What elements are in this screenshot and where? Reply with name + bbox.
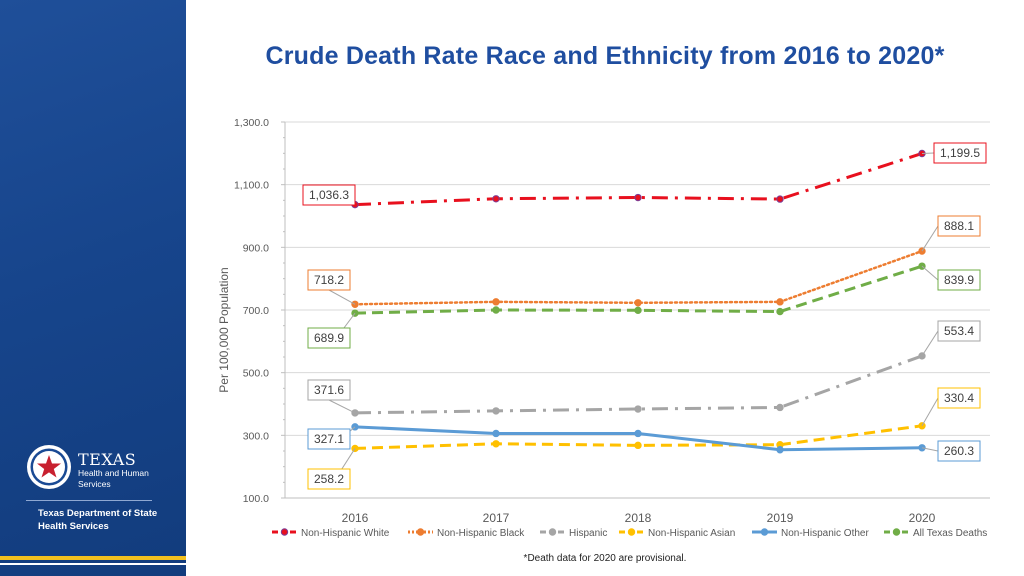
y-tick-label: 1,300.0 (234, 117, 269, 129)
y-tick-label: 1,100.0 (234, 180, 269, 192)
data-label: 260.3 (944, 444, 974, 458)
data-point (492, 440, 500, 448)
legend-item: Non-Hispanic White (301, 528, 390, 539)
data-label-box (307, 428, 351, 450)
data-label-leader (921, 447, 939, 452)
gold-stripe (0, 556, 186, 560)
series-line-1 (353, 249, 924, 306)
x-tick-label: 2018 (625, 511, 652, 525)
data-label: 258.2 (314, 472, 344, 486)
legend-swatch-marker (280, 528, 289, 536)
data-label: 553.4 (944, 324, 974, 338)
data-point (492, 306, 500, 314)
x-tick-label: 2017 (483, 511, 510, 525)
x-tick-label: 2016 (342, 511, 369, 525)
y-tick-label: 500.0 (243, 368, 269, 380)
data-label: 330.4 (944, 391, 974, 405)
data-label-box (937, 440, 981, 462)
data-point (492, 195, 500, 203)
data-label-box (307, 468, 351, 490)
white-stripe (0, 563, 186, 565)
data-label: 888.1 (944, 219, 974, 233)
data-label: 327.1 (314, 432, 344, 446)
legend-swatch-marker (760, 528, 769, 536)
data-label: 371.6 (314, 383, 344, 397)
data-point (492, 407, 500, 415)
logo-texas-text: TEXAS (78, 450, 137, 469)
data-point (492, 429, 500, 438)
department-name: Texas Department of State Health Service… (38, 508, 158, 532)
data-point (634, 429, 642, 438)
legend-swatch-marker (627, 528, 636, 536)
data-label: 718.2 (314, 273, 344, 287)
data-label-leader (921, 225, 939, 252)
data-point (634, 405, 642, 413)
legend-swatch-marker (416, 528, 425, 536)
series-line-5 (354, 264, 923, 315)
data-label-box (307, 379, 351, 401)
y-tick-label: 700.0 (243, 305, 269, 317)
data-point (776, 403, 784, 412)
y-tick-label: 900.0 (243, 242, 269, 254)
data-label-box (307, 269, 351, 291)
series-line-2 (354, 354, 923, 415)
data-label-leader (921, 397, 939, 427)
data-point (492, 298, 500, 306)
data-point (634, 193, 642, 202)
data-label-box (302, 184, 356, 206)
data-label: 1,199.5 (940, 146, 980, 160)
logo-hhs-text: Health and Human Services (78, 468, 149, 489)
data-label: 689.9 (314, 331, 344, 345)
data-point (776, 307, 784, 316)
legend-item: Non-Hispanic Black (437, 528, 525, 539)
data-label-leader (328, 399, 356, 414)
sidebar-panel: TEXAS Health and Human Services Texas De… (0, 0, 186, 576)
data-label-leader (921, 265, 939, 281)
legend-swatch-marker (548, 528, 557, 536)
y-axis-label: Per 100,000 Population (217, 267, 231, 392)
legend-item: Hispanic (569, 528, 607, 539)
data-point (776, 298, 784, 306)
data-label-leader (921, 330, 939, 357)
data-point (776, 195, 784, 203)
legend-item: Non-Hispanic Asian (648, 528, 735, 539)
data-label-leader (328, 289, 356, 305)
x-tick-label: 2020 (909, 511, 936, 525)
legend-item: Non-Hispanic Other (781, 528, 869, 539)
page-title: Crude Death Rate Race and Ethnicity from… (265, 42, 945, 70)
legend-item: All Texas Deaths (913, 528, 987, 539)
series-line-3 (354, 424, 923, 450)
data-label-box (937, 387, 981, 409)
data-label-box (937, 320, 981, 342)
data-label: 1,036.3 (309, 188, 349, 202)
data-point (634, 306, 642, 315)
logo-divider (26, 500, 152, 501)
y-tick-label: 100.0 (243, 493, 269, 505)
data-label: 839.9 (944, 273, 974, 287)
footnote: *Death data for 2020 are provisional. (523, 553, 687, 564)
data-point (634, 299, 642, 307)
x-tick-label: 2019 (767, 511, 794, 525)
texas-seal-icon (27, 445, 71, 489)
data-point (634, 441, 642, 450)
data-label-box (937, 215, 981, 237)
data-label-box (937, 269, 981, 291)
series-line-0 (354, 152, 923, 207)
data-point (776, 446, 784, 454)
data-label-box (933, 142, 987, 164)
data-label-box (307, 327, 351, 349)
legend-swatch-marker (892, 528, 901, 536)
y-tick-label: 300.0 (243, 430, 269, 442)
